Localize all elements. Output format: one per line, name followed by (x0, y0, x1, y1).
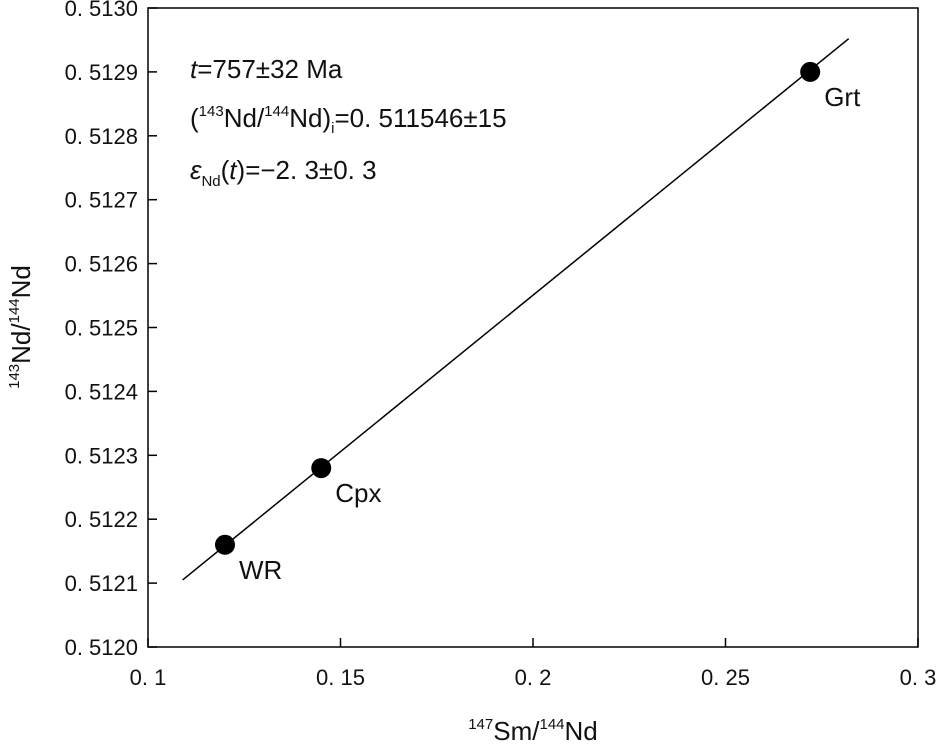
data-point-wr (215, 534, 235, 555)
y-tick-label: 0. 5128 (65, 124, 138, 149)
y-tick-label: 0. 5124 (65, 379, 138, 404)
regression-line (182, 38, 850, 581)
epsilon-symbol: ε (190, 155, 202, 185)
age-annotation: t=757±32 Ma (190, 54, 343, 84)
y-tick-label: 0. 5127 (65, 188, 138, 213)
x-title-main2: Nd (565, 716, 598, 746)
y-title-main1: Nd/ (6, 323, 36, 364)
x-tick-label: 0. 2 (515, 665, 552, 690)
initial-close: Nd) (289, 103, 331, 133)
x-axis: 0. 1 0. 15 0. 2 0. 25 0. 3 (130, 638, 937, 690)
y-tick-label: 0. 5129 (65, 60, 138, 85)
data-point-cpx (311, 458, 332, 479)
initial-mid: Nd/ (224, 103, 265, 133)
y-tick-label: 0. 5120 (65, 635, 138, 660)
initial-sup1: 143 (199, 103, 224, 120)
age-var: t (190, 54, 199, 84)
data-points: WR Cpx Grt (215, 61, 861, 585)
x-axis-title: 147Sm/144Nd (468, 716, 598, 746)
y-title-main2: Nd (6, 265, 36, 298)
initial-sub: i (331, 120, 334, 137)
y-tick-label: 0. 5122 (65, 507, 138, 532)
initial-open: ( (190, 103, 199, 133)
y-axis-title: 143Nd/144Nd (6, 265, 36, 389)
initial-ratio-annotation: (143Nd/144Nd)i=0. 511546±15 (190, 103, 507, 137)
initial-sup2: 144 (264, 103, 289, 120)
epsilon-annotation: εNd(t)=−2. 3±0. 3 (190, 155, 377, 190)
epsilon-open: ( (221, 155, 230, 185)
x-title-main1: Sm/ (493, 716, 540, 746)
x-tick-label: 0. 15 (316, 665, 365, 690)
x-tick-label: 0. 3 (900, 665, 937, 690)
y-tick-label: 0. 5126 (65, 252, 138, 277)
x-tick-label: 0. 25 (701, 665, 750, 690)
initial-text: =0. 511546±15 (334, 103, 506, 133)
y-tick-label: 0. 5123 (65, 443, 138, 468)
epsilon-text: )=−2. 3±0. 3 (237, 155, 377, 185)
data-point-grt (800, 61, 821, 82)
epsilon-var: t (229, 155, 238, 185)
point-label-grt: Grt (824, 82, 861, 112)
point-label-wr: WR (239, 555, 282, 585)
x-tick-label: 0. 1 (130, 665, 167, 690)
y-tick-label: 0. 5125 (65, 316, 138, 341)
x-title-sup2: 144 (539, 716, 564, 733)
x-title-sup1: 147 (468, 716, 493, 733)
epsilon-sub: Nd (201, 173, 220, 190)
y-tick-label: 0. 5130 (65, 0, 138, 21)
y-axis: 0. 5120 0. 5121 0. 5122 0. 5123 0. 5124 0. 51… (65, 0, 157, 660)
y-tick-label: 0. 5121 (65, 571, 138, 596)
age-text: =757±32 Ma (197, 54, 343, 84)
point-label-cpx: Cpx (335, 478, 381, 508)
y-title-sup1: 143 (6, 364, 23, 389)
y-title-sup2: 144 (6, 298, 23, 323)
